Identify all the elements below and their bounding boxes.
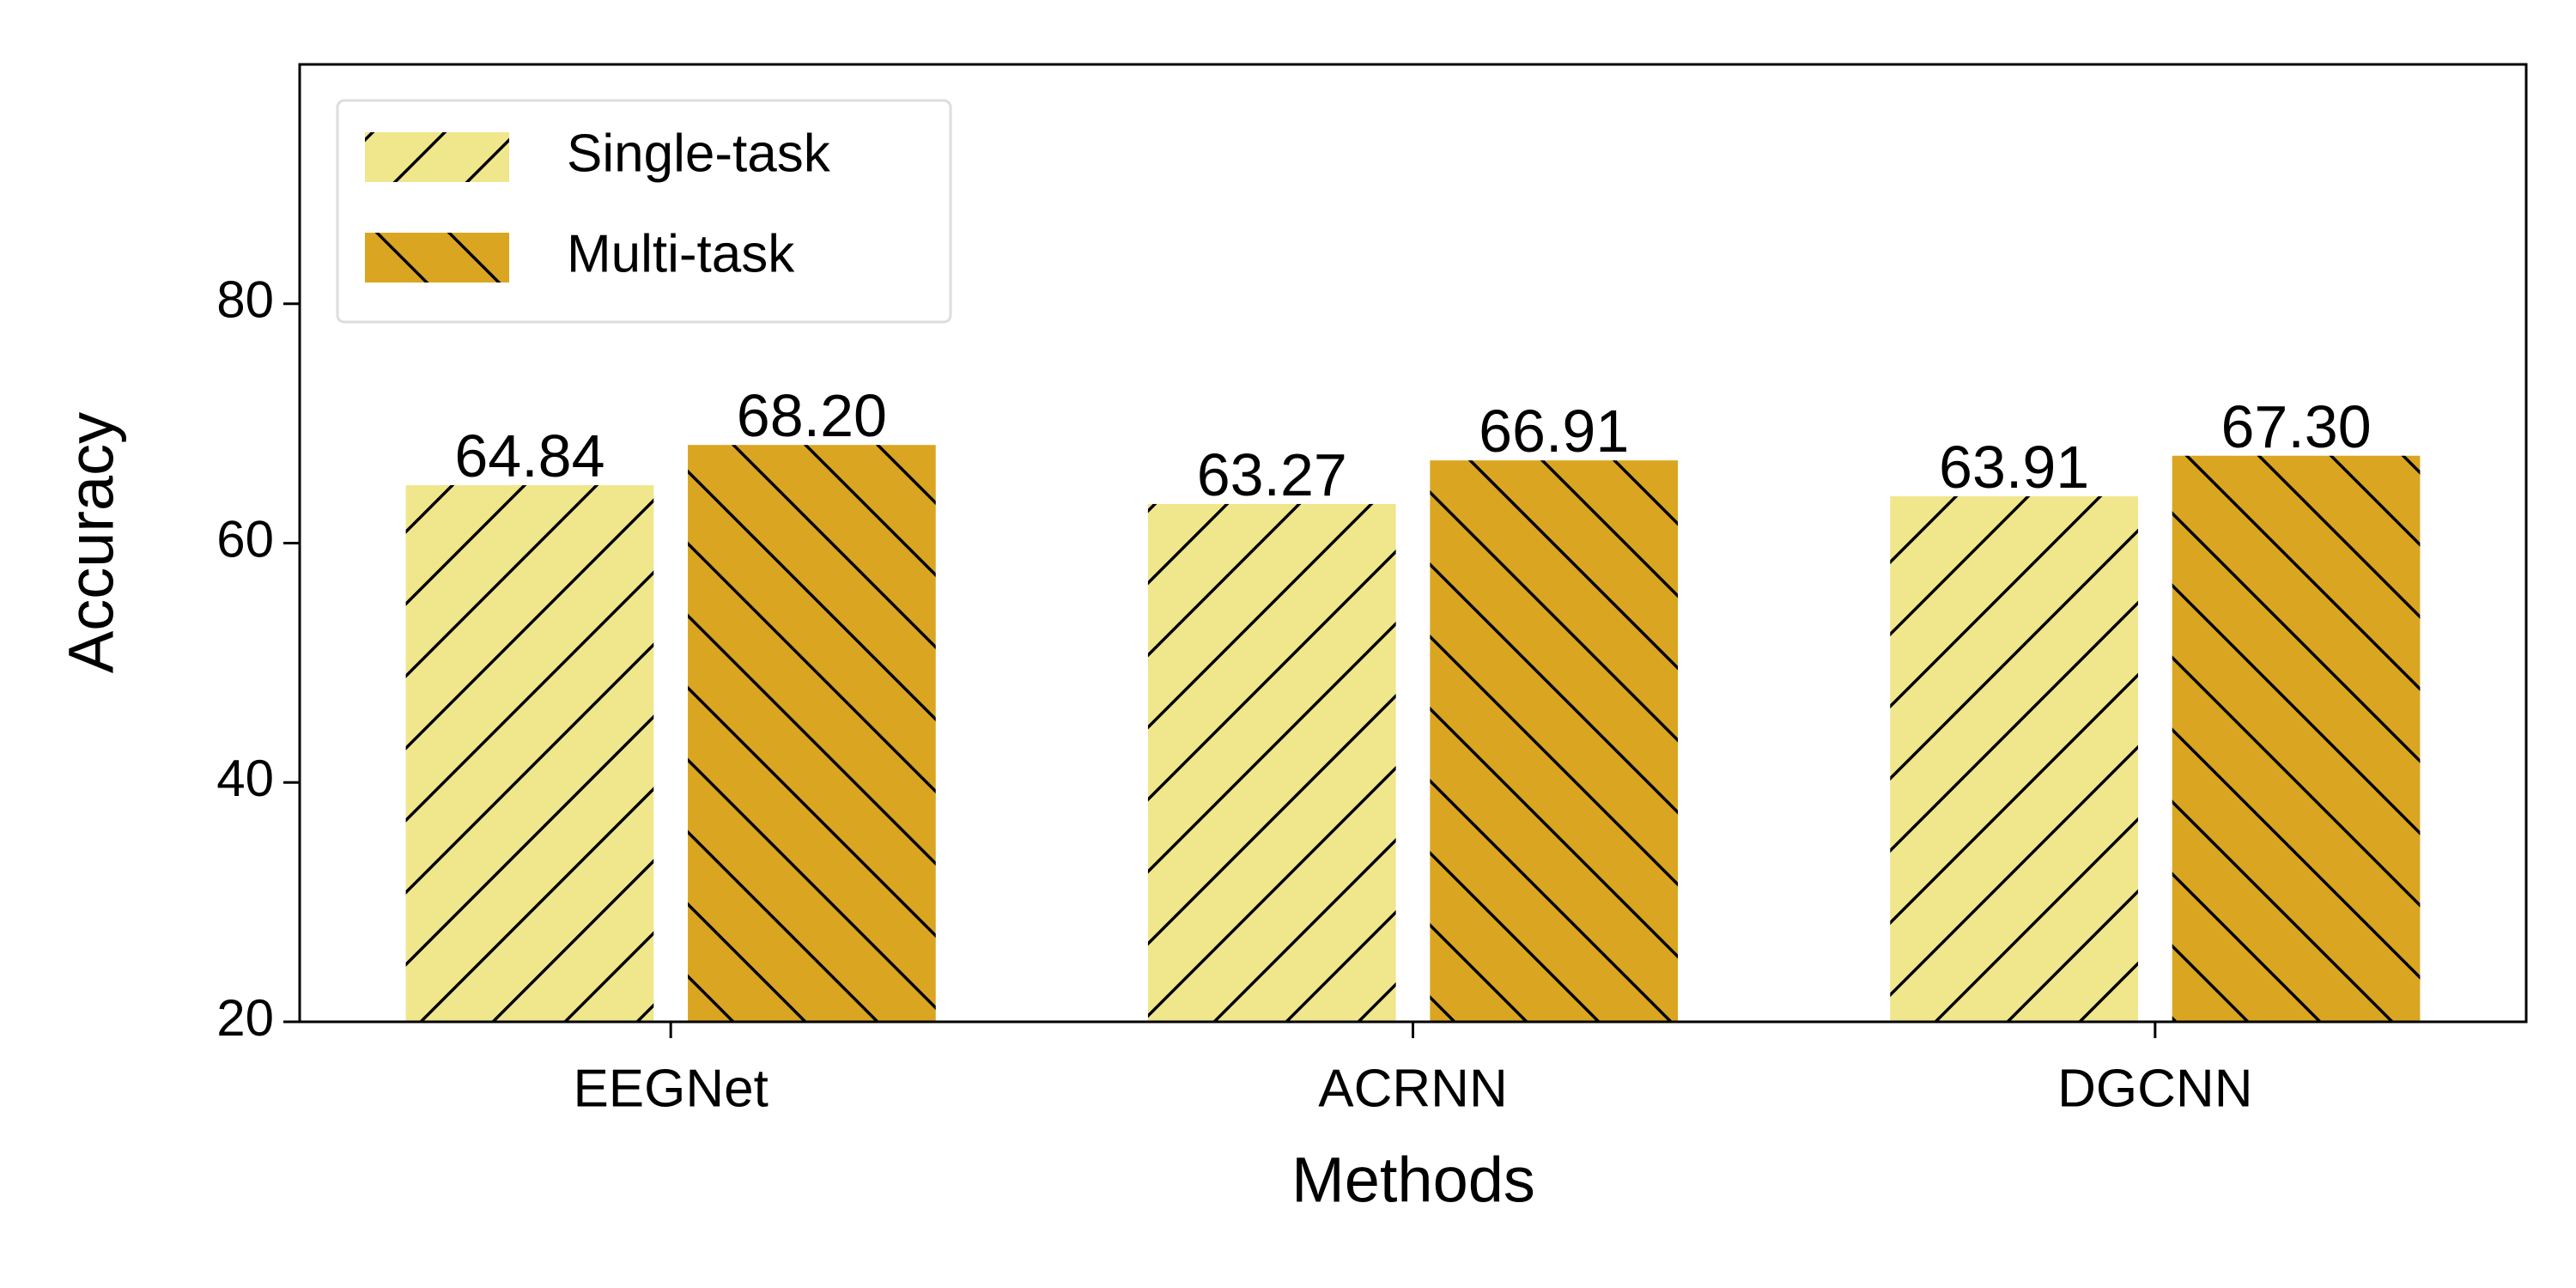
bar bbox=[1430, 460, 1679, 1022]
plot-frame bbox=[298, 63, 2528, 1024]
legend-swatch bbox=[365, 132, 509, 182]
value-label: 68.20 bbox=[737, 382, 887, 449]
bar bbox=[2172, 455, 2421, 1022]
y-axis-label: Accuracy bbox=[56, 412, 127, 673]
y-tick-label: 20 bbox=[216, 989, 274, 1047]
x-tick-label: ACRNN bbox=[1318, 1059, 1507, 1118]
bar bbox=[1147, 503, 1396, 1022]
x-tick-label: EEGNet bbox=[573, 1059, 768, 1118]
bar bbox=[405, 485, 654, 1022]
bar bbox=[1890, 496, 2138, 1022]
y-tick-label: 80 bbox=[216, 271, 274, 329]
y-tick-label: 60 bbox=[216, 510, 274, 568]
value-label: 67.30 bbox=[2221, 393, 2371, 460]
value-label: 63.91 bbox=[1939, 434, 2089, 501]
legend-label: Multi-task bbox=[567, 224, 795, 283]
legend-label: Single-task bbox=[567, 124, 831, 183]
value-label: 63.27 bbox=[1197, 441, 1347, 508]
y-tick-label: 40 bbox=[216, 750, 274, 807]
x-tick-label: DGCNN bbox=[2057, 1059, 2252, 1118]
value-label: 64.84 bbox=[454, 422, 605, 489]
value-label: 66.91 bbox=[1479, 398, 1629, 465]
bar bbox=[688, 445, 936, 1022]
legend-swatch bbox=[365, 233, 509, 283]
x-axis-label: Methods bbox=[1291, 1145, 1535, 1216]
